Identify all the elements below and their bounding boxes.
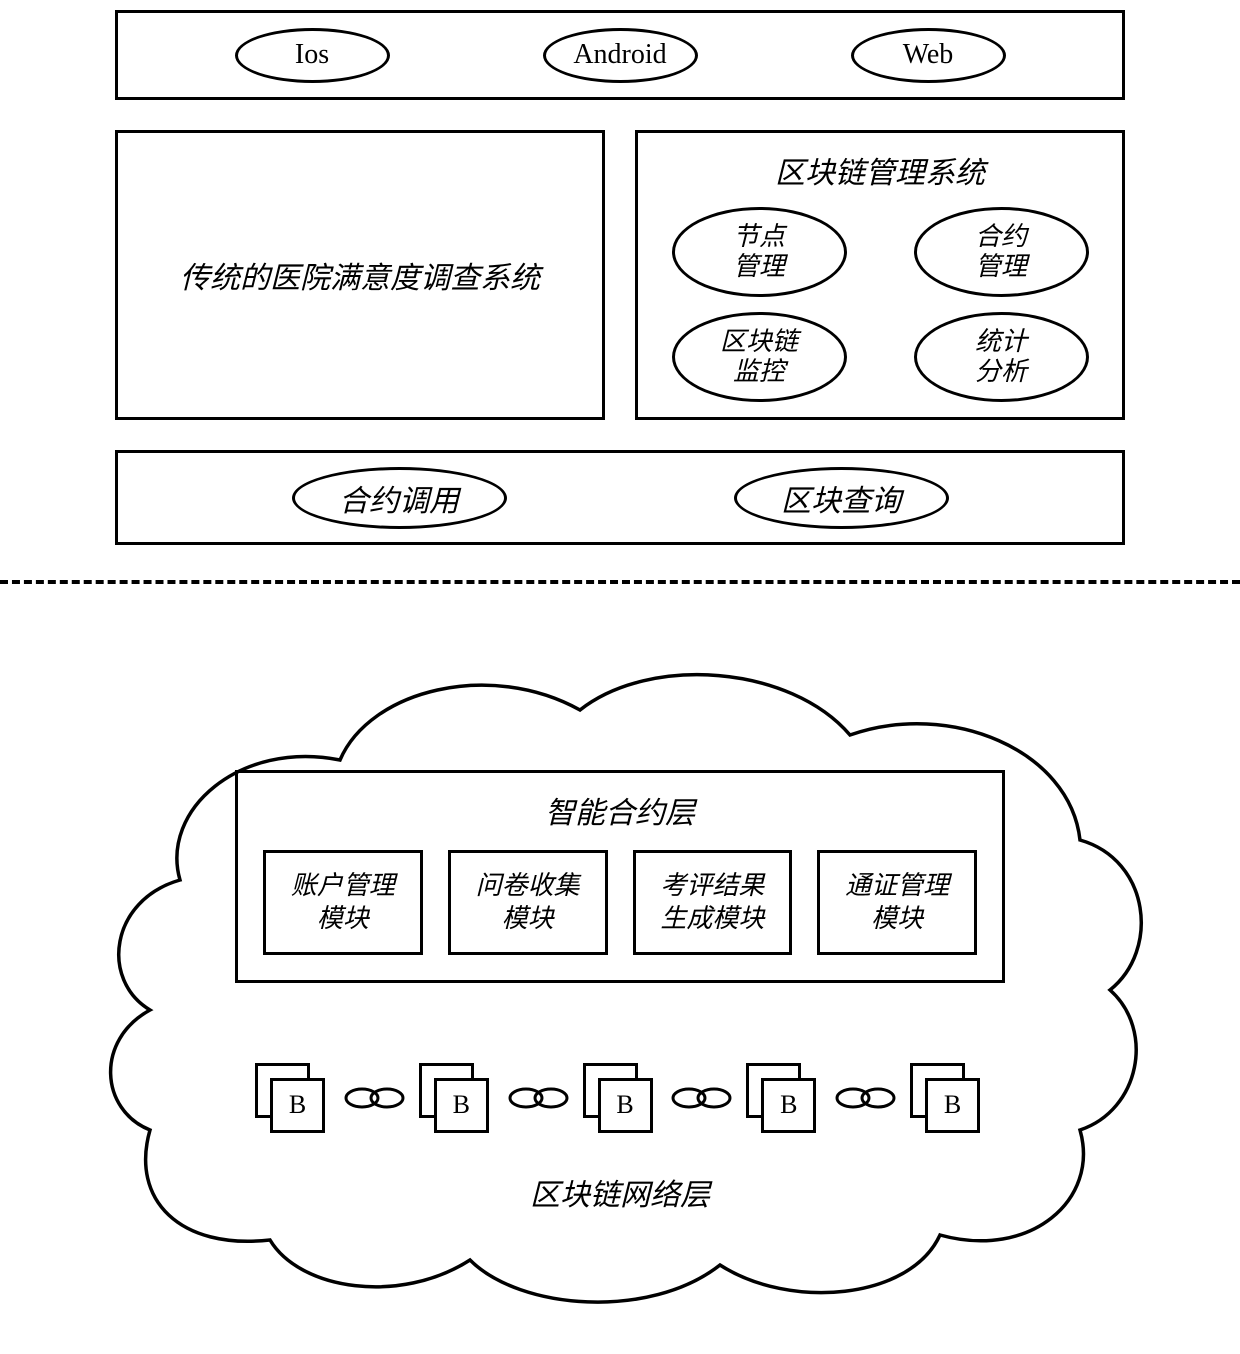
contract-layer-title: 智能合约层	[263, 788, 977, 832]
block-front: B	[434, 1078, 489, 1133]
mgmt-monitor: 区块链监控	[672, 312, 847, 402]
module-evaluation: 考评结果生成模块	[633, 850, 793, 955]
platform-android: Android	[543, 28, 698, 83]
action-contract-call: 合约调用	[292, 467, 507, 529]
block-front: B	[598, 1078, 653, 1133]
platform-ios: Ios	[235, 28, 390, 83]
block-node: B	[255, 1063, 330, 1133]
platform-web: Web	[851, 28, 1006, 83]
mgmt-node: 节点管理	[672, 207, 847, 297]
module-token: 通证管理模块	[817, 850, 977, 955]
network-layer-label: 区块链网络层	[90, 1170, 1150, 1214]
block-front: B	[761, 1078, 816, 1133]
cloud-section: 智能合约层 账户管理模块 问卷收集模块 考评结果生成模块 通证管理模块 B B …	[90, 640, 1150, 1320]
chain-link-icon	[833, 1083, 898, 1113]
platform-bar: Ios Android Web	[115, 10, 1125, 100]
block-node: B	[583, 1063, 658, 1133]
chain-link-icon	[506, 1083, 571, 1113]
systems-row: 传统的医院满意度调查系统 区块链管理系统 节点管理 合约管理 区块链监控 统计分…	[115, 130, 1125, 420]
action-bar: 合约调用 区块查询	[115, 450, 1125, 545]
smart-contract-layer: 智能合约层 账户管理模块 问卷收集模块 考评结果生成模块 通证管理模块	[235, 770, 1005, 983]
traditional-survey-system: 传统的医院满意度调查系统	[115, 130, 605, 420]
block-node: B	[419, 1063, 494, 1133]
mgmt-stats: 统计分析	[914, 312, 1089, 402]
module-account: 账户管理模块	[263, 850, 423, 955]
action-block-query: 区块查询	[734, 467, 949, 529]
mgmt-grid: 节点管理 合约管理 区块链监控 统计分析	[658, 207, 1102, 402]
mgmt-contract: 合约管理	[914, 207, 1089, 297]
block-front: B	[925, 1078, 980, 1133]
dashed-divider	[0, 580, 1240, 584]
blockchain-row: B B B B B	[255, 1060, 985, 1135]
block-node: B	[910, 1063, 985, 1133]
block-front: B	[270, 1078, 325, 1133]
module-survey: 问卷收集模块	[448, 850, 608, 955]
upper-architecture: Ios Android Web 传统的医院满意度调查系统 区块链管理系统 节点管…	[115, 10, 1125, 545]
module-row: 账户管理模块 问卷收集模块 考评结果生成模块 通证管理模块	[263, 850, 977, 955]
chain-link-icon	[669, 1083, 734, 1113]
blockchain-mgmt-title: 区块链管理系统	[658, 148, 1102, 192]
block-node: B	[746, 1063, 821, 1133]
blockchain-mgmt-system: 区块链管理系统 节点管理 合约管理 区块链监控 统计分析	[635, 130, 1125, 420]
chain-link-icon	[342, 1083, 407, 1113]
